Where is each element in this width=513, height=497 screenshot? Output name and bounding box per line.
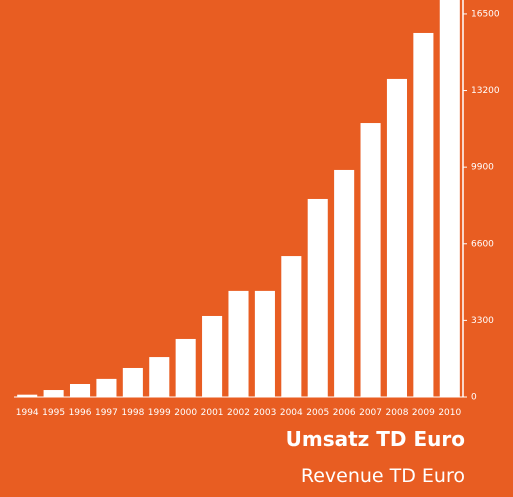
chart-title: Umsatz TD Euro bbox=[286, 427, 465, 451]
x-tick-label: 2009 bbox=[412, 408, 435, 418]
bar bbox=[439, 0, 460, 397]
chart-subtitle: Revenue TD Euro bbox=[301, 465, 465, 487]
bar bbox=[43, 390, 64, 397]
bar bbox=[202, 315, 223, 397]
x-tick-label: 2003 bbox=[253, 408, 276, 418]
x-tick-label: 1994 bbox=[16, 408, 39, 418]
x-tick-label: 1998 bbox=[121, 408, 144, 418]
bar bbox=[386, 78, 408, 397]
y-tick-label: 3300 bbox=[471, 316, 494, 326]
x-tick-label: 1997 bbox=[95, 408, 118, 418]
y-tick-label: 16500 bbox=[471, 9, 500, 19]
x-tick-label: 2008 bbox=[386, 408, 409, 418]
y-tick-label: 13200 bbox=[471, 86, 500, 96]
x-tick-label: 2002 bbox=[227, 408, 250, 418]
bar bbox=[360, 123, 381, 397]
bar bbox=[69, 383, 91, 397]
x-tick-label: 1995 bbox=[42, 408, 65, 418]
bar bbox=[307, 198, 328, 397]
bar bbox=[149, 357, 170, 397]
x-tick-label: 1996 bbox=[69, 408, 92, 418]
bar bbox=[122, 367, 143, 397]
bar bbox=[96, 378, 117, 397]
x-tick-label: 2010 bbox=[438, 408, 461, 418]
x-tick-label: 2001 bbox=[201, 408, 224, 418]
y-tick-label: 0 bbox=[471, 393, 477, 403]
y-tick-label: 6600 bbox=[471, 239, 494, 249]
bar bbox=[413, 32, 434, 397]
x-tick-label: 1999 bbox=[148, 408, 171, 418]
x-tick-label: 2000 bbox=[174, 408, 197, 418]
bar bbox=[175, 338, 196, 397]
bar bbox=[17, 394, 38, 397]
x-tick-label: 2007 bbox=[359, 408, 382, 418]
bar bbox=[334, 169, 355, 397]
x-tick-label: 2004 bbox=[280, 408, 303, 418]
bar bbox=[254, 290, 275, 397]
y-tick-label: 9900 bbox=[471, 163, 494, 173]
bar bbox=[228, 290, 249, 397]
x-tick-label: 2005 bbox=[306, 408, 329, 418]
x-tick-label: 2006 bbox=[333, 408, 356, 418]
bar bbox=[281, 256, 302, 397]
